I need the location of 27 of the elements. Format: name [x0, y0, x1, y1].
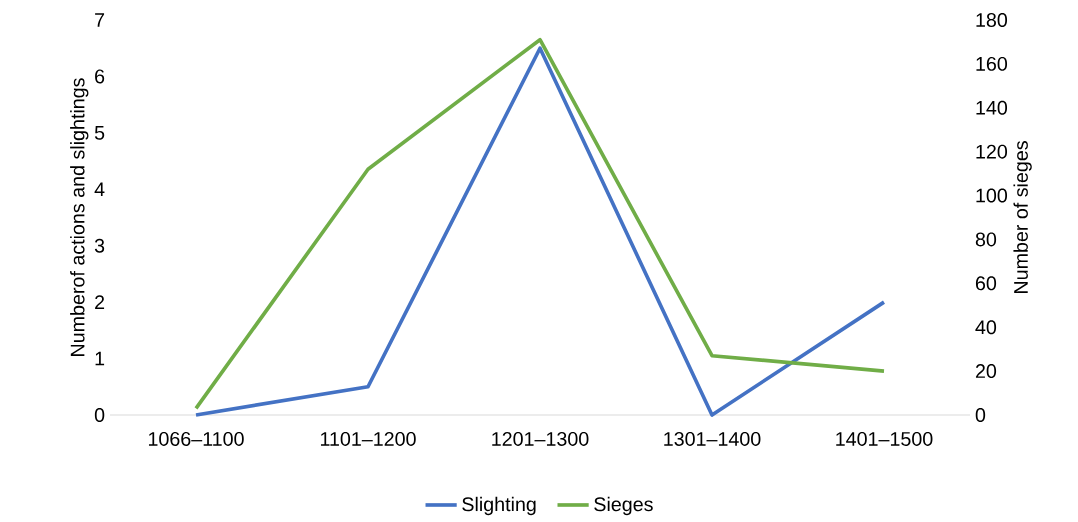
y2-tick-label: 140 — [976, 100, 1008, 115]
y-tick-label: 6 — [95, 69, 105, 84]
legend-label: Sieges — [594, 496, 653, 516]
y2-tick-label: 60 — [975, 276, 997, 291]
legend-label: Slighting — [462, 496, 536, 516]
y2-tick-label: 180 — [976, 13, 1008, 27]
y-tick-label: 0 — [94, 408, 105, 422]
y2-tick-label: 80 — [975, 232, 997, 247]
x-tick-label: 1401–1500 — [836, 431, 933, 446]
x-tick-label: 1201–1300 — [492, 431, 589, 446]
y-tick-label: 2 — [95, 295, 105, 309]
y-tick-label: 7 — [95, 13, 105, 27]
y-tick-label: 5 — [94, 125, 105, 140]
y-tick-label: 3 — [94, 238, 105, 253]
x-tick-label: 1301–1400 — [664, 431, 761, 446]
x-tick-label: 1066–1100 — [148, 431, 244, 446]
y2-tick-label: 120 — [976, 144, 1008, 159]
x-tick-label: 1101–1200 — [320, 431, 416, 446]
y2-tick-label: 100 — [976, 188, 1008, 203]
y-tick-label: 1 — [95, 351, 105, 366]
y2-axis-title: Number of sieges — [1013, 141, 1032, 293]
y-axis-title: Numberof actions and slightings — [70, 78, 89, 356]
y2-tick-label: 0 — [975, 408, 986, 422]
y2-tick-label: 20 — [975, 364, 997, 379]
y2-tick-label: 40 — [975, 320, 997, 335]
y-tick-label: 4 — [94, 182, 105, 197]
y2-tick-label: 160 — [976, 56, 1008, 71]
